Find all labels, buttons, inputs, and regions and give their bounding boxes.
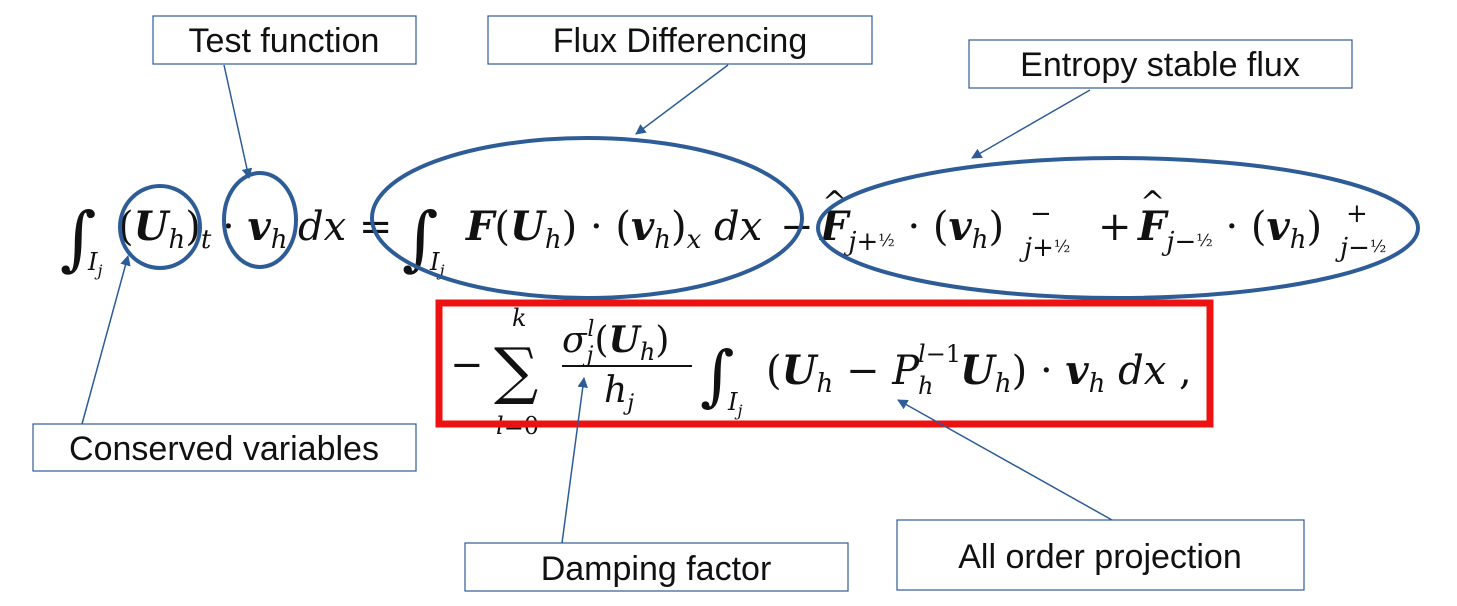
damping-numerator: σjl(Uh) (562, 317, 669, 368)
test-function-ellipse (222, 171, 298, 269)
conserved-variables-arrow (81, 254, 131, 425)
projection-sub: h (918, 372, 933, 400)
test-function-label: Test function (152, 15, 417, 65)
entropy-stable-flux-ellipse (816, 156, 1420, 300)
flux-differencing-text: Flux Differencing (553, 22, 808, 60)
hat-left: ^ (1140, 185, 1165, 220)
integral-limit-ij-3: Ij (727, 388, 742, 420)
dx-equals: dx = (298, 204, 392, 250)
flux-differencing-term: F(Uh) · (vh)x dx (465, 203, 762, 255)
sup-plus: + (1346, 199, 1368, 229)
entropy-stable-flux-label: Entropy stable flux (968, 39, 1353, 89)
integral-sign-2: ∫ (402, 197, 438, 279)
all-order-projection-text: All order projection (958, 538, 1241, 576)
sub-j-minus-half: j−½ (1335, 233, 1386, 263)
test-function-text: Test function (189, 22, 380, 60)
sup-minus: − (1030, 199, 1052, 229)
conserved-variables-label: Conserved variables (32, 423, 417, 472)
all-order-projection-box (896, 519, 1305, 591)
test-function-term: · vh (222, 203, 287, 255)
damping-factor-label: Damping factor (464, 542, 849, 592)
projection-tail: Uh) · vh dx , (960, 347, 1192, 399)
flux-differencing-arrow (635, 64, 729, 135)
damping-factor-box (464, 542, 849, 592)
entropy-flux-left: Fj−½ · (vh) (1137, 203, 1322, 257)
flux-differencing-label: Flux Differencing (487, 15, 873, 65)
damping-term-box (435, 299, 1214, 428)
damping-factor-arrow (561, 376, 588, 544)
flux-differencing-ellipse (370, 136, 804, 300)
projection-term: (Uh − P (766, 347, 920, 399)
sum-sign: ∑ (494, 334, 538, 407)
conserved-variables-ellipse (118, 184, 202, 270)
entropy-stable-flux-text: Entropy stable flux (1020, 46, 1300, 84)
all-order-projection-label: All order projection (896, 519, 1305, 591)
conserved-variables-text: Conserved variables (69, 430, 379, 468)
sum-upper: k (512, 304, 527, 332)
test-function-box (152, 15, 417, 65)
equation-line-1: ∫ Ij (Uh)t · vh dx = ∫ Ij F(Uh) · (vh)x … (60, 185, 1386, 280)
minus-sign: − (780, 204, 814, 250)
conserved-variables-box (32, 423, 417, 472)
integral-sign-3: ∫ (700, 337, 734, 414)
sub-j-plus-half: j+½ (1019, 233, 1070, 263)
test-function-arrow (223, 64, 253, 180)
integral-limit-ij: Ij (87, 248, 102, 280)
damping-factor-text: Damping factor (541, 550, 772, 588)
damping-denominator: hj (604, 370, 634, 416)
entropy-stable-flux-arrow (971, 89, 1091, 159)
minus-sign-2: − (450, 342, 484, 388)
all-order-projection-arrow (897, 399, 1113, 521)
equation-line-2: − ∑ k l=0 σjl(Uh) hj ∫ Ij (Uh − P l−1 h … (450, 304, 1192, 440)
entropy-stable-flux-box (968, 39, 1353, 89)
projection-sup: l−1 (918, 340, 961, 368)
flux-differencing-box (487, 15, 873, 65)
plus-sign: + (1098, 204, 1132, 250)
integral-sign: ∫ (60, 197, 96, 279)
